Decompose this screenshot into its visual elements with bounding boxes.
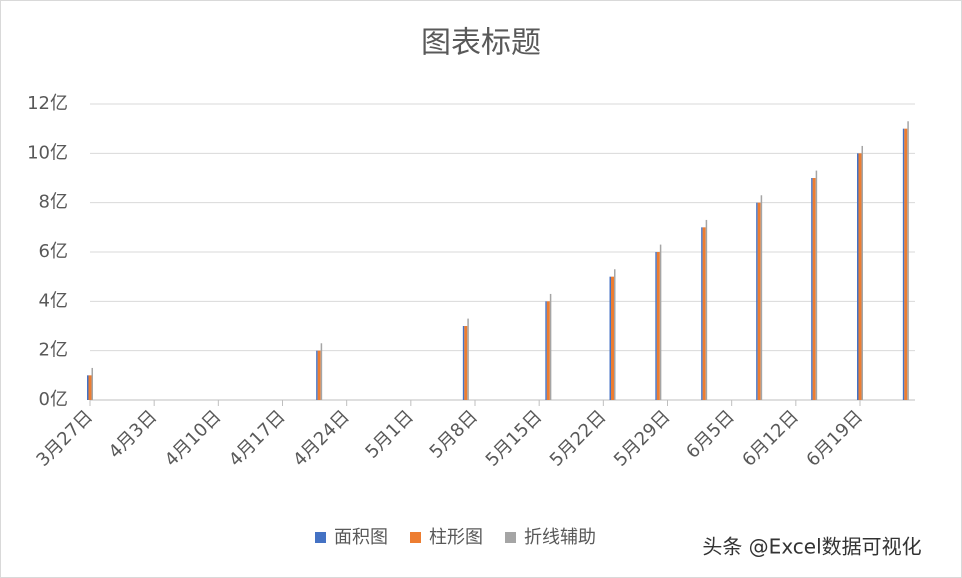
bar [655, 252, 657, 400]
legend-swatch [410, 532, 421, 543]
bar [907, 121, 909, 401]
bar [609, 276, 611, 400]
bar [659, 244, 662, 400]
bar [756, 202, 758, 400]
bar [87, 375, 89, 400]
bar [702, 227, 706, 400]
watermark: 头条 @Excel数据可视化 [702, 535, 921, 559]
bar [904, 128, 908, 400]
bar [611, 276, 614, 400]
y-tick-label: 12亿 [27, 93, 68, 114]
bar [462, 326, 465, 400]
y-tick-label: 2亿 [39, 340, 68, 361]
chart-title: 图表标题 [421, 26, 541, 61]
bar [614, 269, 616, 400]
y-tick-label: 0亿 [39, 389, 68, 410]
bar [467, 318, 469, 400]
bar [760, 195, 763, 400]
bar [705, 219, 708, 400]
bar [858, 153, 862, 400]
bar [857, 153, 859, 400]
bar [549, 293, 552, 400]
y-tick-label: 8亿 [39, 192, 68, 213]
bar [812, 178, 816, 400]
y-tick-label: 10亿 [27, 142, 68, 163]
bar [317, 350, 321, 400]
bar [546, 301, 550, 400]
bar [91, 367, 93, 400]
bar [88, 375, 92, 400]
bar [811, 178, 813, 400]
legend-label: 面积图 [334, 527, 388, 548]
legend-label: 折线辅助 [524, 527, 596, 548]
bar [902, 128, 905, 400]
legend-swatch [315, 532, 326, 543]
bar [316, 350, 318, 400]
bar [815, 170, 818, 400]
y-tick-label: 4亿 [39, 290, 68, 311]
bar [861, 145, 863, 400]
bar [464, 326, 468, 400]
bar [545, 301, 547, 400]
bar [320, 343, 323, 400]
y-tick-label: 6亿 [39, 241, 68, 262]
bar [701, 227, 703, 400]
bar [757, 202, 761, 400]
legend-label: 柱形图 [429, 527, 483, 548]
legend-swatch [505, 532, 516, 543]
bar [656, 252, 660, 400]
